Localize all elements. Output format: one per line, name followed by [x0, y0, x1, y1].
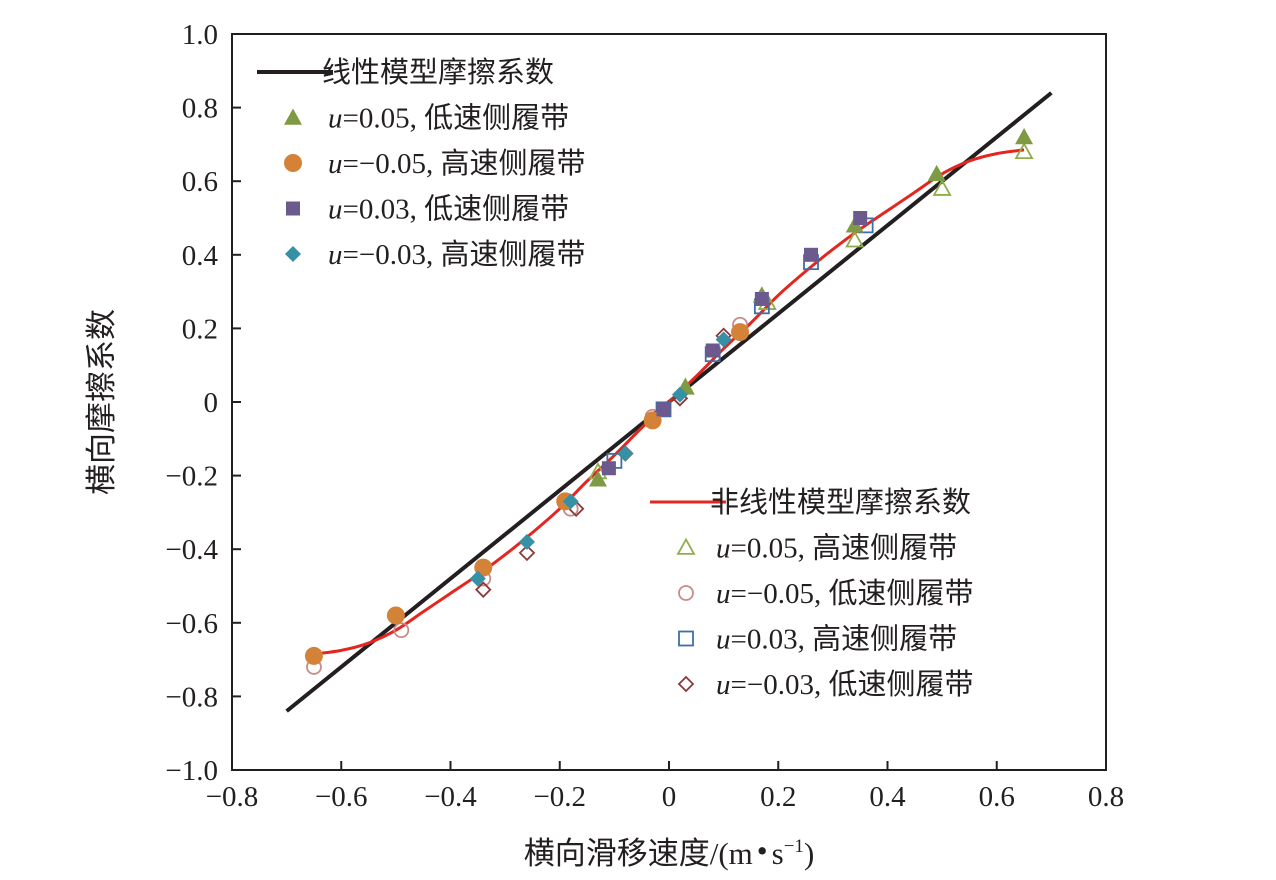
data-point-diamond-filled — [671, 386, 688, 403]
y-tick-label: −0.2 — [165, 461, 218, 493]
y-tick-label: 0.4 — [182, 240, 219, 272]
data-point-circle-filled — [731, 323, 750, 342]
y-tick-label: −0.6 — [165, 608, 218, 640]
y-tick-label: −0.8 — [165, 681, 218, 713]
legend-top-left: 线性模型摩擦系数 u=0.05, 低速侧履带 u=−0.05, 高速侧履带 u=0.0… — [257, 56, 585, 271]
data-point-square-filled — [705, 343, 720, 358]
data-point-circle-filled — [304, 646, 323, 665]
data-point-triangle-hollow — [1014, 141, 1034, 160]
legend-label: 线性模型摩擦系数 — [322, 56, 554, 89]
y-tick-label: 0 — [204, 387, 219, 419]
legend-label: u=−0.03, 低速侧履带 — [716, 668, 973, 701]
data-point-square-filled — [601, 461, 616, 476]
legend-label: u=0.03, 高速侧履带 — [716, 623, 957, 656]
y-tick-label: 0.6 — [182, 166, 218, 198]
x-tick-label: 0.2 — [760, 781, 796, 813]
legend-label: 非线性模型摩擦系数 — [710, 486, 971, 519]
y-axis: 1.0 0.8 0.6 0.4 0.2 0 −0.2 −0.4 −0.6 −0.8 −1.0 — [165, 19, 241, 787]
y-tick-label: −0.4 — [165, 534, 218, 566]
x-tick-label: −0.8 — [206, 781, 259, 813]
data-point-diamond-filled — [617, 445, 634, 462]
data-point-diamond-hollow — [518, 544, 536, 562]
legend-marker-triangle — [284, 108, 302, 125]
x-tick-label: −0.6 — [315, 781, 368, 813]
data-point-triangle-filled — [927, 164, 946, 182]
x-tick-label: −0.2 — [533, 781, 586, 813]
x-tick-label: 0 — [662, 781, 677, 813]
x-axis: −0.8 −0.6 −0.4 −0.2 0 0.2 0.4 0.6 0.8 — [206, 761, 1124, 813]
data-point-triangle-hollow — [932, 178, 952, 196]
legend-marker-circle — [284, 154, 302, 172]
data-markers — [304, 128, 1034, 675]
x-axis-title: 横向滑移速度/(m • s−1) — [524, 833, 815, 871]
legend-label: u=0.05, 高速侧履带 — [716, 532, 957, 565]
data-point-square-filled — [656, 402, 671, 417]
legend-marker-circle — [678, 585, 694, 601]
legend-marker-square — [678, 630, 694, 647]
data-point-diamond-filled — [562, 493, 579, 510]
legend-marker-diamond — [285, 246, 301, 262]
legend-marker-square — [286, 201, 300, 216]
legend-bottom-right: 非线性模型摩擦系数 u=0.05, 高速侧履带 u=−0.05, 低速侧履带 u=0.… — [650, 486, 973, 701]
data-point-square-filled — [853, 211, 868, 225]
y-tick-label: 0.8 — [182, 93, 218, 125]
x-tick-label: −0.4 — [424, 781, 477, 813]
legend-label: u=−0.03, 高速侧履带 — [328, 238, 585, 271]
data-point-circle-filled — [386, 606, 405, 625]
data-point-diamond-filled — [518, 533, 535, 550]
data-point-diamond-filled — [469, 570, 486, 587]
data-point-triangle-hollow — [845, 230, 865, 248]
data-point-diamond-filled — [715, 331, 732, 348]
y-tick-label: −1.0 — [165, 755, 218, 787]
x-tick-label: 0.6 — [979, 781, 1015, 813]
data-point-triangle-filled — [588, 470, 607, 487]
legend-label: u=−0.05, 高速侧履带 — [328, 147, 585, 180]
y-tick-label: 0.2 — [182, 313, 218, 345]
y-tick-label: 1.0 — [182, 19, 218, 51]
x-tick-label: 0.8 — [1088, 781, 1124, 813]
legend-label: u=−0.05, 低速侧履带 — [716, 577, 973, 610]
y-axis-title: 横向摩擦系数 — [84, 309, 119, 495]
data-point-square-filled — [754, 291, 769, 306]
data-point-triangle-filled — [1015, 128, 1034, 145]
legend-label: u=0.05, 低速侧履带 — [328, 102, 569, 135]
legend-marker-diamond — [677, 675, 695, 693]
data-point-diamond-hollow — [475, 581, 492, 598]
x-tick-label: 0.4 — [869, 781, 906, 813]
data-point-square-filled — [804, 247, 819, 262]
legend-label: u=0.03, 低速侧履带 — [328, 193, 569, 226]
legend-marker-triangle — [676, 537, 696, 555]
data-point-circle-hollow — [393, 622, 410, 639]
